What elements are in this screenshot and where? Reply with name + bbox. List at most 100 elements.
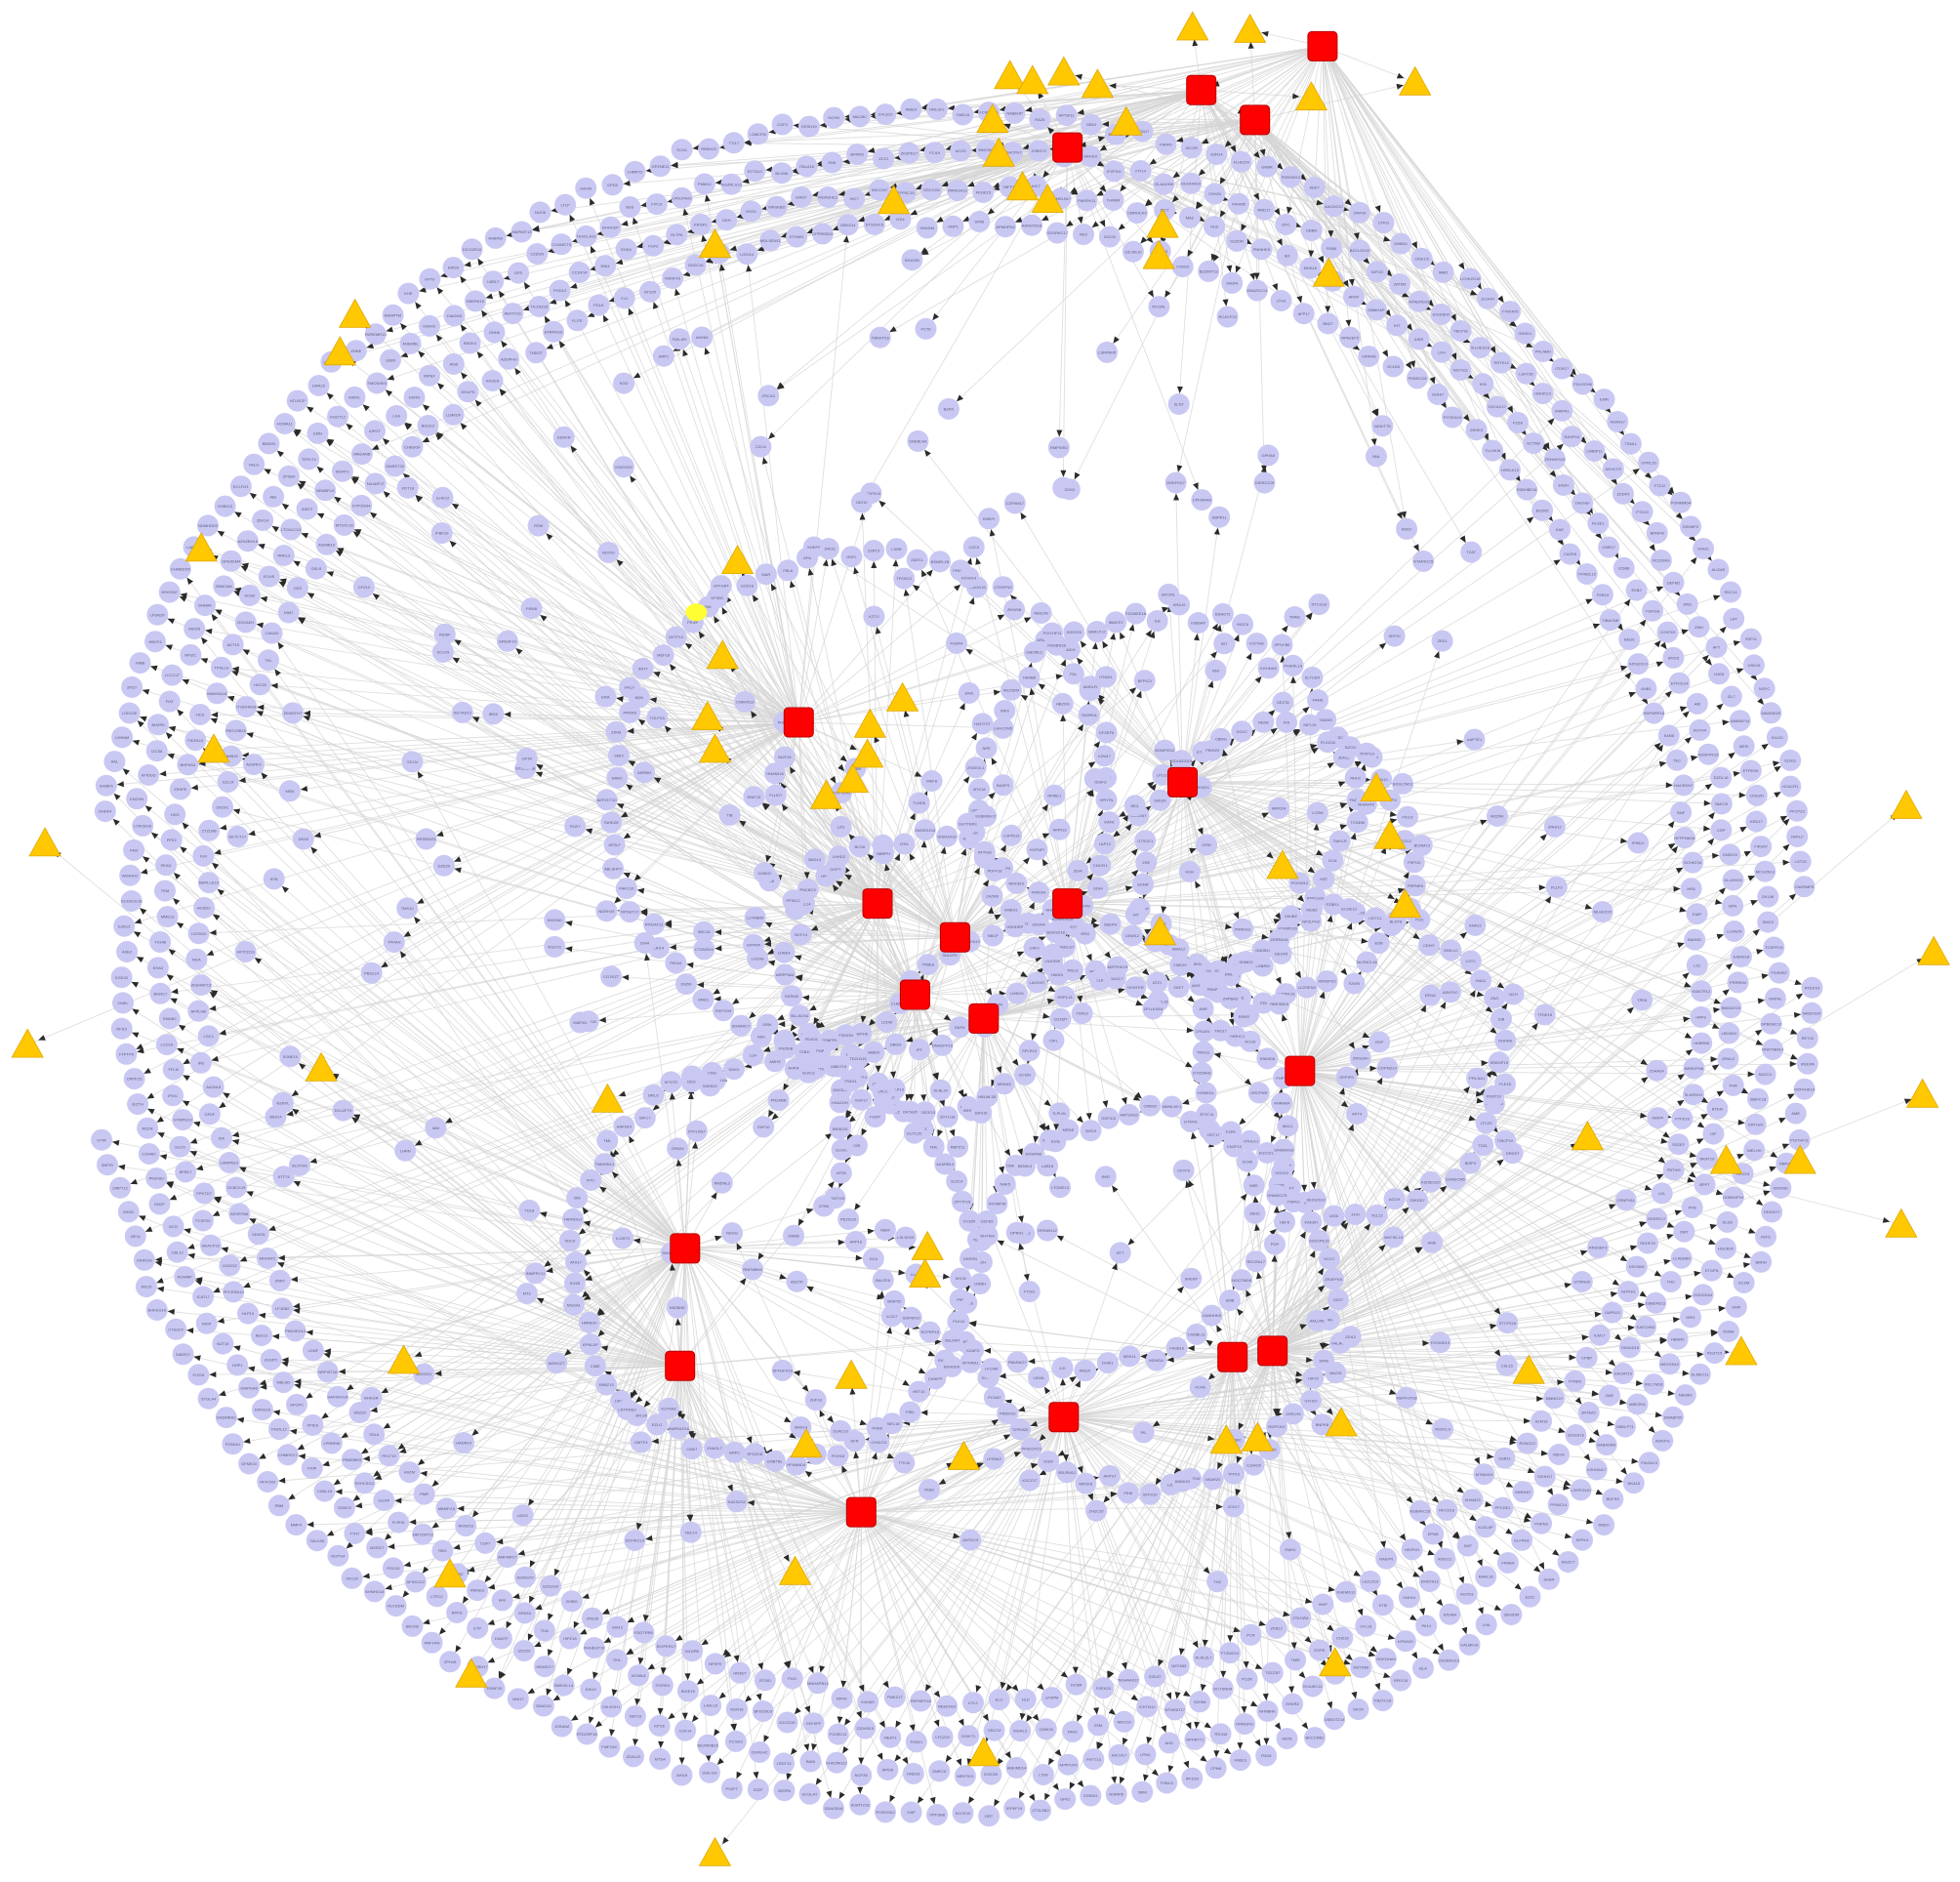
edge [312, 1350, 680, 1367]
edge [624, 298, 799, 723]
target-node-label: NPPBTT1 [1186, 1737, 1205, 1741]
target-node: KFIDDD [138, 764, 160, 786]
edge-arrowhead [258, 544, 265, 550]
edge-arrowhead [857, 1786, 864, 1794]
edge [493, 713, 799, 723]
target-node-label: ETP [473, 1625, 481, 1630]
target-node-label: NEMR2 [1679, 1393, 1694, 1398]
edge-arrowhead [512, 1593, 520, 1599]
edge [1272, 1108, 1718, 1352]
target-node: NCPZ6 [850, 1764, 873, 1786]
target-node-label: BKCN5 [406, 1623, 420, 1628]
target-node-label: RTDZRP18 [577, 1732, 597, 1737]
target-node-label: DGFEHC [752, 1750, 768, 1755]
edge [679, 1366, 766, 1681]
edge-arrowhead [1547, 1488, 1554, 1495]
edge [284, 423, 878, 904]
target-node-label: DSKMFZ [1683, 524, 1699, 529]
target-node-label: TSMLL [1624, 441, 1638, 446]
edge [1299, 663, 1639, 1072]
edge-arrowhead [1716, 933, 1725, 940]
edge-arrowhead [894, 1754, 902, 1762]
edge [1178, 1357, 1234, 1666]
target-node: HBCF4 [144, 631, 166, 653]
edge-arrowhead [554, 1568, 560, 1576]
target-node-label: RET20 [1802, 1036, 1815, 1041]
edge-arrowhead [1290, 675, 1296, 683]
target-node-label: AZR14 [1210, 152, 1223, 157]
edge-arrowhead [889, 326, 897, 333]
target-node-label: ZBGIDM [1504, 1613, 1520, 1617]
edge-arrowhead [294, 1383, 302, 1389]
target-node: HNHKC3 [1531, 383, 1554, 405]
edge-arrowhead [165, 644, 173, 651]
target-node-label: BLA [1419, 1665, 1427, 1670]
edge-arrowhead [1558, 1427, 1566, 1434]
target-node-label: RAAL18 [1479, 1575, 1494, 1579]
target-node: LPSNZF [146, 603, 169, 626]
target-node-label: AHBPBI [488, 235, 503, 240]
target-node-label: IKSRTZ18 [851, 1802, 870, 1807]
edge-arrowhead [200, 658, 209, 664]
target-node: LTPCC [426, 1585, 448, 1608]
edge-arrowhead [1631, 1457, 1639, 1464]
target-node: BHHCEP [599, 216, 622, 238]
edge-arrowhead [1782, 859, 1790, 866]
edge-arrowhead [1882, 1217, 1891, 1223]
edge-arrowhead [917, 1796, 924, 1804]
edge [1201, 90, 1258, 291]
target-node-label: KHNHC18 [365, 1589, 384, 1594]
target-node: GTLE20 [875, 103, 897, 126]
edge-arrowhead [1684, 981, 1692, 988]
edge [679, 1366, 819, 1684]
edge-arrowhead [464, 261, 471, 267]
target-node-label: LGT20 [1794, 859, 1807, 864]
edge [617, 1511, 862, 1628]
edge [407, 487, 916, 996]
target-node-label: FMFZAC [601, 1744, 617, 1749]
edge-arrowhead [1370, 438, 1377, 446]
edge-arrowhead [1660, 641, 1667, 650]
edge [1254, 119, 1329, 274]
target-node-label: MEZGN12 [1660, 1362, 1680, 1367]
edge [1292, 665, 1301, 1072]
target-node: GSE15 [1742, 654, 1765, 676]
edge [955, 715, 1089, 938]
edge-arrowhead [1194, 633, 1200, 641]
target-node: EHKSG16 [145, 1299, 168, 1321]
edge-arrowhead [1594, 1311, 1602, 1318]
target-node: IRLLTM18 [1643, 1373, 1665, 1396]
edge-arrowhead [383, 1422, 391, 1429]
edge [204, 604, 878, 905]
target-node-label: PFIMC14 [1550, 1502, 1568, 1507]
edge-arrowhead [936, 216, 944, 223]
edge [861, 1362, 1109, 1513]
edge-arrowhead [171, 988, 179, 995]
edge [736, 1500, 862, 1513]
edge-arrowhead [223, 1092, 230, 1099]
edge [1272, 1350, 1412, 1550]
edge [1299, 1070, 1727, 1162]
target-node-label: EZB13 [118, 923, 131, 928]
edge [679, 1365, 878, 1429]
edge-arrowhead [1080, 640, 1087, 648]
target-node-label: PDLSGH6 [1573, 382, 1592, 387]
target-node-label: ASE2 [122, 950, 133, 955]
target-node: DNGC [1693, 538, 1715, 559]
edge [1272, 1247, 1599, 1352]
target-node: IELHES18 [1469, 337, 1491, 359]
edge-arrowhead [1417, 1565, 1424, 1573]
edge-arrowhead [1690, 556, 1697, 565]
edge-arrowhead [321, 1412, 329, 1419]
target-node-label: CIEEC6 [1414, 256, 1429, 261]
edge-arrowhead [249, 492, 258, 500]
edge-arrowhead [1478, 1607, 1484, 1615]
target-node-label: PBM [275, 1503, 284, 1508]
edge [1072, 1357, 1234, 1733]
edge-arrowhead [1620, 1467, 1627, 1475]
target-node: KMM11 [1390, 232, 1412, 255]
target-node: GPDZ [601, 174, 624, 196]
edge-arrowhead [236, 1416, 245, 1423]
edge [797, 225, 849, 723]
target-node: CTSSCF [165, 1318, 187, 1340]
